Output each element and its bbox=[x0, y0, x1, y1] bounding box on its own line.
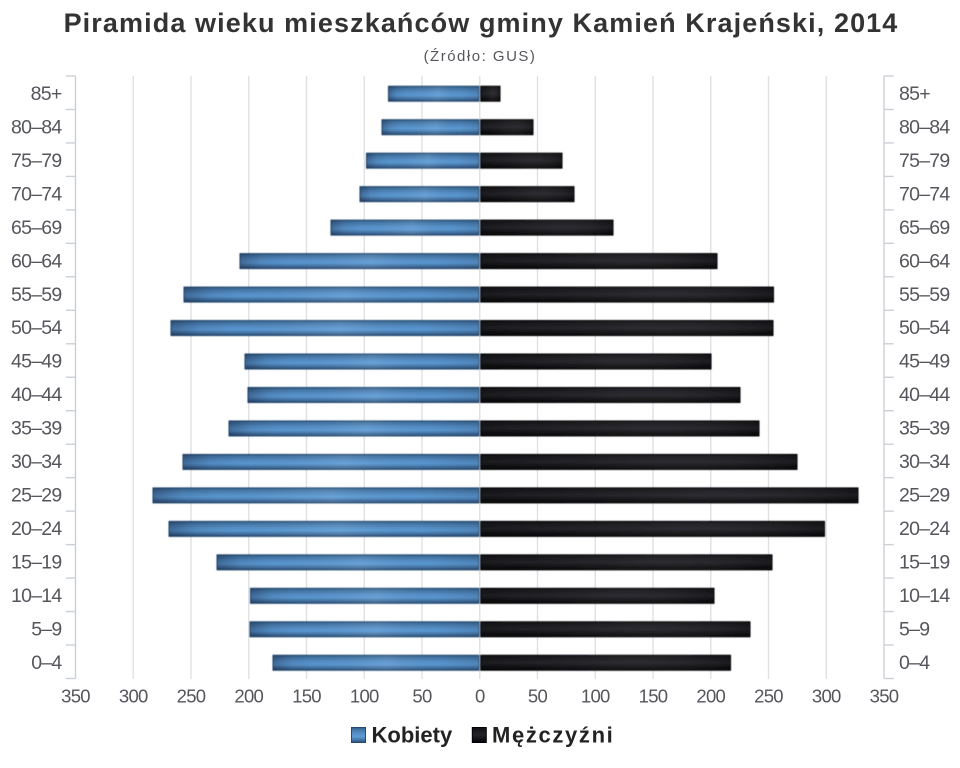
svg-text:50–54: 50–54 bbox=[11, 317, 62, 339]
svg-text:100: 100 bbox=[350, 686, 379, 707]
svg-text:65–69: 65–69 bbox=[11, 217, 61, 239]
svg-text:Piramida wieku mieszkańców gmi: Piramida wieku mieszkańców gminy Kamień … bbox=[64, 8, 899, 38]
svg-text:50: 50 bbox=[412, 686, 432, 707]
svg-text:20–24: 20–24 bbox=[11, 518, 62, 540]
svg-text:350: 350 bbox=[870, 686, 899, 707]
svg-text:(Źródło: GUS): (Źródło: GUS) bbox=[424, 48, 537, 65]
svg-text:40–44: 40–44 bbox=[899, 384, 950, 406]
svg-text:35–39: 35–39 bbox=[11, 418, 61, 440]
svg-text:60–64: 60–64 bbox=[11, 250, 62, 272]
svg-text:50–54: 50–54 bbox=[899, 317, 950, 339]
svg-text:80–84: 80–84 bbox=[11, 116, 62, 138]
svg-text:40–44: 40–44 bbox=[11, 384, 62, 406]
svg-text:15–19: 15–19 bbox=[899, 552, 949, 574]
svg-text:Kobiety: Kobiety bbox=[372, 723, 453, 748]
svg-text:70–74: 70–74 bbox=[11, 183, 62, 205]
svg-text:45–49: 45–49 bbox=[11, 351, 61, 373]
svg-text:200: 200 bbox=[234, 686, 263, 707]
svg-text:60–64: 60–64 bbox=[899, 250, 950, 272]
svg-text:100: 100 bbox=[581, 686, 610, 707]
svg-text:0–4: 0–4 bbox=[899, 652, 930, 674]
svg-text:55–59: 55–59 bbox=[899, 284, 949, 306]
svg-text:250: 250 bbox=[177, 686, 206, 707]
svg-text:50: 50 bbox=[528, 686, 548, 707]
svg-text:150: 150 bbox=[639, 686, 668, 707]
svg-text:200: 200 bbox=[696, 686, 725, 707]
svg-text:150: 150 bbox=[292, 686, 321, 707]
svg-text:80–84: 80–84 bbox=[899, 116, 950, 138]
svg-text:5–9: 5–9 bbox=[899, 618, 929, 640]
svg-text:85+: 85+ bbox=[31, 83, 62, 105]
svg-text:70–74: 70–74 bbox=[899, 183, 950, 205]
svg-text:30–34: 30–34 bbox=[899, 451, 950, 473]
svg-text:45–49: 45–49 bbox=[899, 351, 949, 373]
svg-text:35–39: 35–39 bbox=[899, 418, 949, 440]
svg-text:5–9: 5–9 bbox=[31, 618, 61, 640]
svg-text:250: 250 bbox=[754, 686, 783, 707]
svg-text:75–79: 75–79 bbox=[899, 150, 949, 172]
svg-text:0: 0 bbox=[475, 686, 485, 707]
svg-text:55–59: 55–59 bbox=[11, 284, 61, 306]
svg-text:65–69: 65–69 bbox=[899, 217, 949, 239]
svg-text:350: 350 bbox=[61, 686, 90, 707]
svg-text:0–4: 0–4 bbox=[31, 652, 62, 674]
svg-text:25–29: 25–29 bbox=[11, 485, 61, 507]
svg-text:20–24: 20–24 bbox=[899, 518, 950, 540]
svg-text:300: 300 bbox=[119, 686, 148, 707]
svg-text:85+: 85+ bbox=[899, 83, 930, 105]
svg-text:25–29: 25–29 bbox=[899, 485, 949, 507]
svg-text:Mężczyźni: Mężczyźni bbox=[492, 723, 614, 748]
svg-text:15–19: 15–19 bbox=[11, 552, 61, 574]
svg-text:300: 300 bbox=[812, 686, 841, 707]
svg-text:10–14: 10–14 bbox=[11, 585, 62, 607]
svg-text:10–14: 10–14 bbox=[899, 585, 950, 607]
svg-text:75–79: 75–79 bbox=[11, 150, 61, 172]
svg-text:30–34: 30–34 bbox=[11, 451, 62, 473]
